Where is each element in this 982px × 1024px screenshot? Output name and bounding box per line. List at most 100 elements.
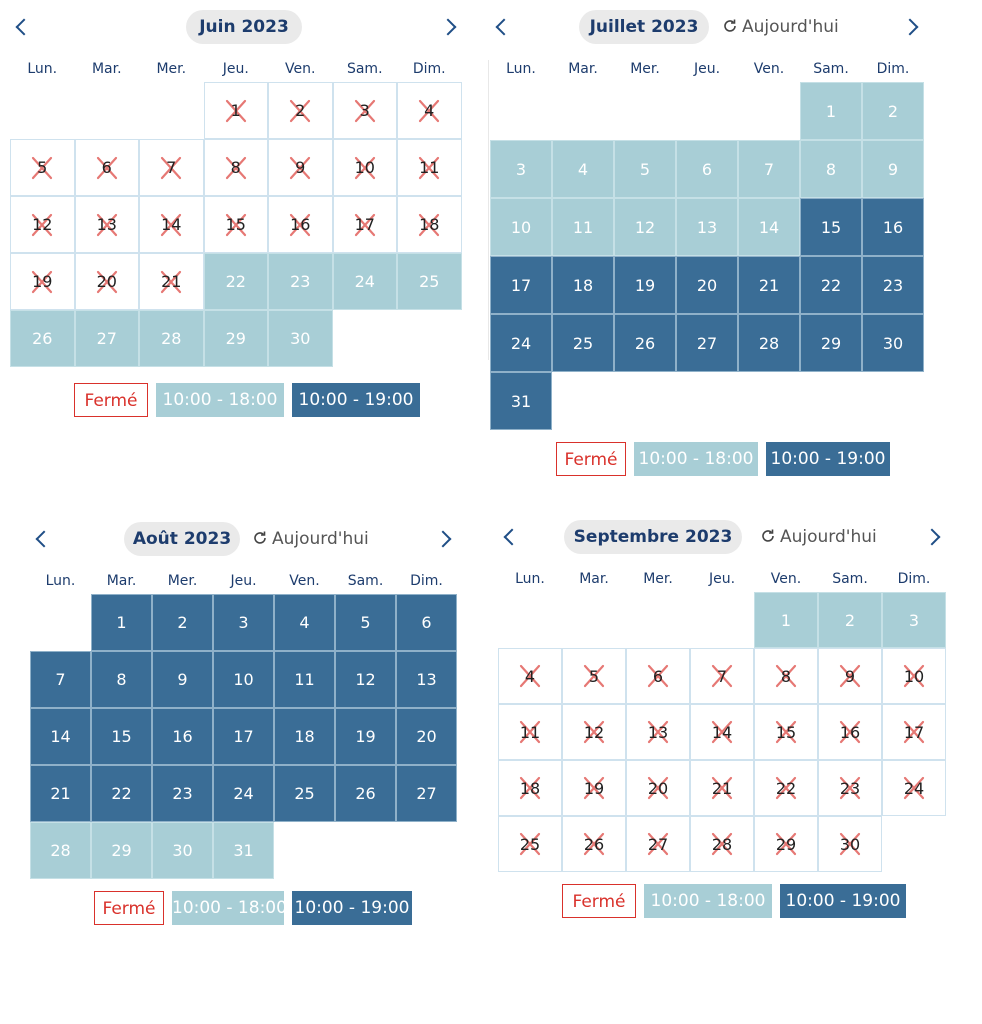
day-cell[interactable]: 10 bbox=[490, 198, 552, 256]
today-button[interactable]: Aujourd'hui bbox=[760, 520, 877, 554]
weekday-label: Dim. bbox=[897, 571, 931, 587]
day-cell[interactable]: 25 bbox=[552, 314, 614, 372]
day-cell[interactable]: 18 bbox=[274, 708, 335, 765]
day-cell[interactable]: 16 bbox=[862, 198, 924, 256]
day-cell[interactable]: 30 bbox=[862, 314, 924, 372]
day-cell[interactable]: 21 bbox=[738, 256, 800, 314]
day-cell[interactable]: 30 bbox=[268, 310, 333, 367]
day-cell[interactable]: 27 bbox=[676, 314, 738, 372]
previous-month-button[interactable] bbox=[498, 520, 522, 554]
calendar-header: Juin 2023 bbox=[10, 10, 470, 44]
day-cell[interactable]: 8 bbox=[91, 651, 152, 708]
day-cell[interactable]: 14 bbox=[738, 198, 800, 256]
day-cell[interactable]: 20 bbox=[676, 256, 738, 314]
previous-month-button[interactable] bbox=[490, 10, 514, 44]
day-cell[interactable]: 19 bbox=[614, 256, 676, 314]
day-cell: 8 bbox=[754, 648, 818, 704]
previous-month-button[interactable] bbox=[30, 522, 54, 556]
day-cell[interactable]: 23 bbox=[152, 765, 213, 822]
day-cell[interactable]: 3 bbox=[213, 594, 274, 651]
day-cell[interactable]: 16 bbox=[152, 708, 213, 765]
month-title[interactable]: Juillet 2023 bbox=[579, 10, 709, 44]
day-cell[interactable]: 1 bbox=[754, 592, 818, 648]
day-number: 27 bbox=[696, 333, 718, 353]
day-cell[interactable]: 31 bbox=[213, 822, 274, 879]
day-cell[interactable]: 27 bbox=[396, 765, 457, 822]
day-cell[interactable]: 13 bbox=[676, 198, 738, 256]
day-cell[interactable]: 15 bbox=[91, 708, 152, 765]
next-month-button[interactable] bbox=[900, 10, 924, 44]
day-cell[interactable]: 12 bbox=[614, 198, 676, 256]
day-cell[interactable]: 22 bbox=[800, 256, 862, 314]
day-cell[interactable]: 19 bbox=[335, 708, 396, 765]
day-cell[interactable]: 26 bbox=[614, 314, 676, 372]
day-cell[interactable]: 29 bbox=[91, 822, 152, 879]
next-month-button[interactable] bbox=[438, 10, 462, 44]
day-cell[interactable]: 6 bbox=[676, 140, 738, 198]
today-label: Aujourd'hui bbox=[780, 527, 877, 547]
previous-month-button[interactable] bbox=[10, 10, 34, 44]
day-cell[interactable]: 28 bbox=[139, 310, 204, 367]
day-cell[interactable]: 29 bbox=[203, 310, 268, 367]
day-cell[interactable]: 24 bbox=[332, 253, 397, 310]
day-cell[interactable]: 29 bbox=[800, 314, 862, 372]
day-cell[interactable]: 25 bbox=[397, 253, 462, 310]
month-title[interactable]: Juin 2023 bbox=[186, 10, 302, 44]
day-cell[interactable]: 6 bbox=[396, 594, 457, 651]
day-cell[interactable]: 4 bbox=[552, 140, 614, 198]
day-cell[interactable]: 24 bbox=[213, 765, 274, 822]
day-number: 14 bbox=[50, 727, 71, 746]
day-cell[interactable]: 1 bbox=[91, 594, 152, 651]
day-cell[interactable]: 8 bbox=[800, 140, 862, 198]
day-cell[interactable]: 27 bbox=[74, 310, 139, 367]
day-cell[interactable]: 14 bbox=[30, 708, 91, 765]
day-cell[interactable]: 31 bbox=[490, 372, 552, 430]
day-cell[interactable]: 12 bbox=[335, 651, 396, 708]
column-divider bbox=[488, 60, 489, 360]
day-cell[interactable]: 13 bbox=[396, 651, 457, 708]
day-cell: 9 bbox=[268, 139, 333, 196]
day-cell[interactable]: 2 bbox=[818, 592, 882, 648]
day-cell[interactable]: 4 bbox=[274, 594, 335, 651]
day-cell[interactable]: 23 bbox=[268, 253, 333, 310]
day-cell[interactable]: 17 bbox=[490, 256, 552, 314]
day-cell[interactable]: 7 bbox=[30, 651, 91, 708]
day-cell[interactable]: 26 bbox=[10, 310, 75, 367]
weekday-label: Jeu. bbox=[222, 61, 249, 77]
day-cell[interactable]: 2 bbox=[152, 594, 213, 651]
day-cell[interactable]: 5 bbox=[614, 140, 676, 198]
day-cell[interactable]: 2 bbox=[862, 82, 924, 140]
day-cell[interactable]: 3 bbox=[882, 592, 946, 648]
day-number: 7 bbox=[166, 158, 177, 177]
day-cell[interactable]: 9 bbox=[862, 140, 924, 198]
next-month-button[interactable] bbox=[433, 522, 457, 556]
day-cell[interactable]: 28 bbox=[30, 822, 91, 879]
day-cell[interactable]: 21 bbox=[30, 765, 91, 822]
today-button[interactable]: Aujourd'hui bbox=[722, 10, 839, 44]
month-title[interactable]: Septembre 2023 bbox=[564, 520, 742, 554]
next-month-button[interactable] bbox=[922, 520, 946, 554]
day-cell[interactable]: 9 bbox=[152, 651, 213, 708]
day-cell[interactable]: 11 bbox=[274, 651, 335, 708]
day-cell[interactable]: 11 bbox=[552, 198, 614, 256]
day-number: 27 bbox=[96, 329, 117, 348]
day-cell[interactable]: 1 bbox=[800, 82, 862, 140]
day-cell[interactable]: 7 bbox=[738, 140, 800, 198]
day-cell[interactable]: 17 bbox=[213, 708, 274, 765]
day-cell[interactable]: 23 bbox=[862, 256, 924, 314]
day-cell[interactable]: 10 bbox=[213, 651, 274, 708]
day-cell[interactable]: 20 bbox=[396, 708, 457, 765]
today-button[interactable]: Aujourd'hui bbox=[252, 522, 369, 556]
day-cell[interactable]: 22 bbox=[203, 253, 268, 310]
day-cell[interactable]: 24 bbox=[490, 314, 552, 372]
day-cell[interactable]: 26 bbox=[335, 765, 396, 822]
day-cell[interactable]: 18 bbox=[552, 256, 614, 314]
month-title[interactable]: Août 2023 bbox=[124, 522, 240, 556]
day-cell[interactable]: 28 bbox=[738, 314, 800, 372]
day-cell[interactable]: 30 bbox=[152, 822, 213, 879]
day-cell[interactable]: 25 bbox=[274, 765, 335, 822]
day-cell[interactable]: 22 bbox=[91, 765, 152, 822]
day-cell[interactable]: 5 bbox=[335, 594, 396, 651]
day-cell[interactable]: 15 bbox=[800, 198, 862, 256]
day-cell[interactable]: 3 bbox=[490, 140, 552, 198]
